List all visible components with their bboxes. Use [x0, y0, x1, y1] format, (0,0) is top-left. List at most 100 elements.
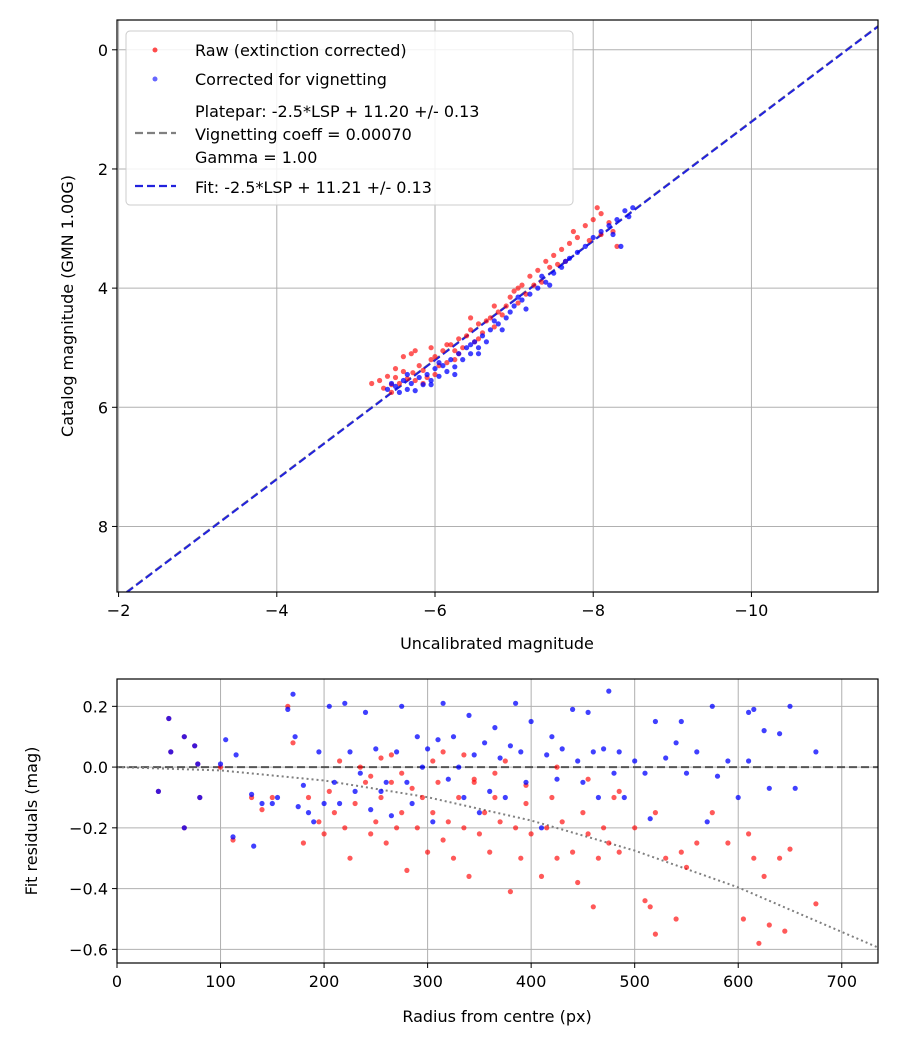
top-corrected-point	[527, 291, 533, 297]
bottom-raw-point	[606, 840, 612, 846]
top-raw-point	[392, 374, 399, 381]
bottom-corrected-point	[357, 770, 363, 776]
bottom-corrected-point	[445, 776, 451, 782]
bottom-corrected-point	[580, 779, 586, 785]
bottom-corrected-point	[388, 813, 394, 819]
bottom-raw-point	[746, 831, 752, 837]
top-raw-point	[452, 348, 458, 354]
top-corrected-point	[475, 345, 482, 351]
bottom-raw-point	[683, 864, 690, 870]
bottom-raw-point	[445, 819, 451, 825]
top-corrected-point	[574, 249, 581, 255]
bottom-corrected-point	[590, 749, 596, 755]
bottom-corrected-point	[399, 703, 405, 709]
bottom-raw-point	[507, 889, 513, 895]
bottom-corrected-point	[621, 794, 627, 801]
top-corrected-point	[444, 368, 450, 375]
bottom-corrected-point	[813, 749, 819, 755]
top-fit-lines	[124, 25, 878, 592]
bottom-corrected-point	[647, 816, 653, 822]
bottom-corrected-point	[269, 800, 275, 807]
top-corrected-point	[428, 377, 434, 384]
bottom-corrected-point	[466, 712, 472, 719]
bottom-corrected-point	[347, 749, 353, 755]
top-raw-point	[428, 345, 434, 351]
bottom-raw-point	[461, 825, 467, 831]
bottom-corrected-point	[456, 764, 462, 770]
top-raw-point	[555, 261, 561, 267]
top-corrected-point	[598, 228, 604, 235]
top-raw-point	[598, 211, 604, 217]
bottom-raw-point	[787, 846, 793, 852]
top-raw-point	[495, 309, 501, 315]
top-raw-point	[428, 357, 434, 363]
legend-raw-label: Raw (extinction corrected)	[195, 41, 407, 60]
bottom-raw-point	[476, 831, 482, 837]
bottom-raw-point	[782, 928, 788, 934]
top-raw-point	[408, 351, 414, 357]
bottom-corrected-point	[601, 746, 607, 752]
bottom-raw-point	[766, 922, 772, 928]
bottom-corrected-point	[440, 700, 446, 706]
bottom-raw-point	[419, 794, 425, 801]
bottom-raw-point	[497, 819, 503, 825]
bottom-corrected-point	[249, 791, 255, 798]
bottom-corrected-point	[585, 709, 591, 716]
bottom-raw-point	[290, 740, 296, 746]
bottom-raw-point	[430, 758, 436, 764]
bottom-raw-point	[554, 855, 560, 861]
top-corrected-point	[432, 366, 438, 372]
top-raw-point	[491, 324, 497, 330]
top-corrected-point	[452, 364, 458, 370]
top-raw-point	[483, 318, 489, 324]
bottom-raw-point	[466, 873, 472, 880]
bottom-data-points	[155, 688, 819, 946]
bottom-raw-point	[601, 825, 607, 831]
bottom-corrected-point	[513, 700, 519, 706]
bottom-raw-point	[595, 855, 602, 861]
top-x-tick-label: −6	[423, 601, 447, 620]
bottom-raw-point	[725, 840, 731, 846]
bottom-corrected-point	[777, 731, 783, 737]
bottom-x-tick-label: 200	[309, 972, 340, 991]
bottom-raw-point	[373, 819, 379, 825]
top-raw-point	[519, 282, 525, 288]
top-raw-point	[468, 315, 474, 321]
bottom-x-tick-label: 100	[205, 972, 236, 991]
bottom-y-axis-label: Fit residuals (mag)	[22, 747, 41, 896]
bottom-corrected-point	[274, 794, 281, 801]
bottom-raw-point	[513, 825, 519, 831]
legend-gamma-label: Gamma = 1.00	[195, 148, 317, 167]
bottom-corrected-point	[761, 728, 767, 734]
bottom-corrected-point	[787, 703, 793, 709]
bottom-corrected-point	[709, 703, 715, 709]
bottom-raw-point	[492, 794, 498, 801]
bottom-raw-point	[378, 755, 384, 761]
bottom-raw-point	[357, 764, 363, 770]
bottom-raw-point	[435, 779, 441, 785]
bottom-raw-point	[321, 831, 327, 837]
bottom-raw-point	[652, 810, 659, 816]
top-corrected-point	[614, 217, 620, 223]
bottom-corrected-point	[554, 776, 560, 782]
bottom-raw-point	[652, 931, 659, 937]
bottom-corrected-point	[751, 706, 757, 713]
top-raw-point	[527, 273, 533, 279]
bottom-corrected-point	[217, 761, 224, 767]
top-raw-point	[392, 366, 399, 372]
top-ticks: −2 −4 −6 −8 −10 0 2 4 6 8	[98, 41, 769, 620]
bottom-y-tick-label: −0.2	[69, 819, 108, 838]
top-raw-point	[412, 348, 418, 354]
top-raw-point	[590, 217, 596, 223]
top-y-tick-label: 4	[98, 279, 108, 298]
legend-corrected-label: Corrected for vignetting	[195, 70, 387, 89]
bottom-raw-point	[642, 898, 648, 904]
top-raw-point	[369, 380, 375, 387]
top-corrected-point	[384, 386, 391, 392]
bottom-raw-point	[559, 819, 565, 825]
top-corrected-point	[535, 285, 541, 291]
top-raw-point	[388, 389, 395, 395]
top-corrected-point	[483, 339, 489, 345]
top-raw-point	[468, 327, 474, 333]
bottom-corrected-point	[450, 734, 457, 740]
